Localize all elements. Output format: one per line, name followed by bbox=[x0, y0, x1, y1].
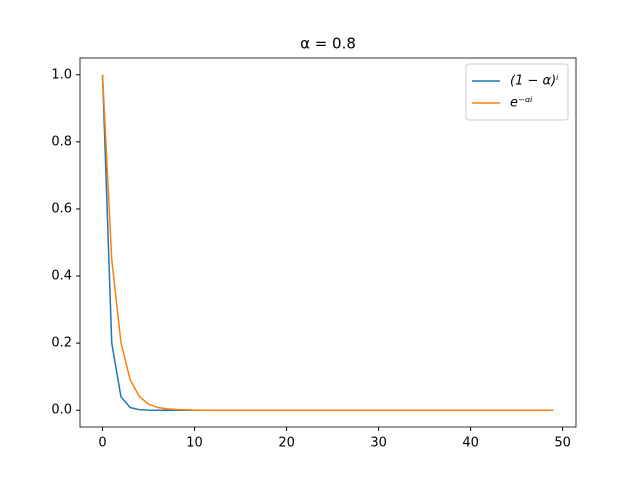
x-tick-label: 20 bbox=[278, 436, 295, 451]
y-tick-label: 0.0 bbox=[51, 403, 72, 418]
line-series bbox=[101, 74, 554, 411]
y-tick-label: 0.8 bbox=[51, 134, 72, 149]
x-tick-label: 10 bbox=[186, 436, 203, 451]
axes-frame bbox=[79, 57, 577, 428]
y-tick-label: 0.2 bbox=[51, 336, 72, 351]
legend-label: e⁻ᵅⁱ bbox=[510, 96, 533, 111]
x-tick-label: 30 bbox=[370, 436, 387, 451]
legend-box bbox=[465, 63, 569, 121]
y-tick-label: 1.0 bbox=[51, 67, 72, 82]
y-tick-label: 0.4 bbox=[51, 269, 72, 284]
x-tick-label: 50 bbox=[554, 436, 571, 451]
legend-label: (1 − α)ⁱ bbox=[510, 74, 559, 89]
x-tick-label: 40 bbox=[462, 436, 479, 451]
chart-title: α = 0.8 bbox=[300, 35, 356, 53]
y-tick-label: 0.6 bbox=[51, 201, 72, 216]
x-tick-label: 0 bbox=[98, 436, 106, 451]
